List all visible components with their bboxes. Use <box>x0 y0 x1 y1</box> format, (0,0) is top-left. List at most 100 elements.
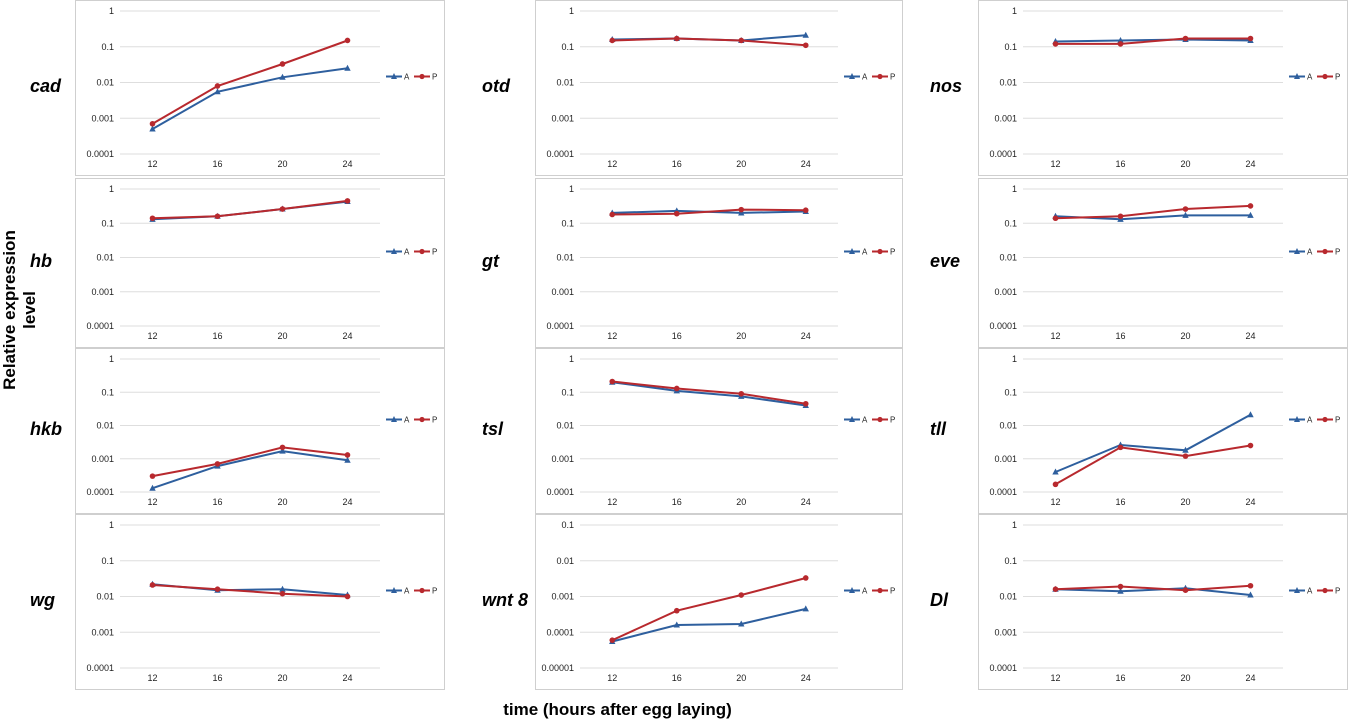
y-tick-label: 0.0001 <box>989 487 1017 497</box>
x-tick-label: 12 <box>607 331 617 341</box>
legend-label-P: P <box>432 248 437 257</box>
x-tick-label: 16 <box>1115 159 1125 169</box>
y-tick-label: 0.001 <box>551 113 574 123</box>
gene-label-Dl: Dl <box>930 590 948 610</box>
legend-marker-A <box>1294 416 1300 422</box>
series-line-P <box>152 584 348 598</box>
data-point-P <box>673 607 680 614</box>
x-tick-label: 12 <box>147 331 157 341</box>
panel-frame <box>75 348 445 514</box>
chart-panel-hb: 1 0.1 0.01 0.001 0.0001 12 16 20 24 A P <box>75 178 445 348</box>
y-tick-label: 0.0001 <box>86 149 114 159</box>
gene-label-wnt-8: wnt 8 <box>482 590 529 610</box>
panel-frame <box>535 178 903 348</box>
y-tick-label: 0.01 <box>999 78 1017 88</box>
data-point-P <box>738 592 745 598</box>
legend-label-A: A <box>862 73 868 82</box>
x-tick-label: 20 <box>1180 159 1190 169</box>
x-tick-label: 24 <box>342 331 352 341</box>
panel-frame <box>978 178 1348 348</box>
y-tick-label: 0.0001 <box>546 487 574 497</box>
data-point-P <box>1052 215 1059 222</box>
y-tick-label: 0.01 <box>96 253 114 263</box>
y-tick-label: 0.001 <box>551 287 574 297</box>
chart-panel-Dl: 1 0.1 0.01 0.001 0.0001 12 16 20 24 A P <box>978 514 1348 690</box>
y-tick-label: 0.01 <box>556 253 574 263</box>
y-tick-label: 0.1 <box>561 520 574 530</box>
data-point-P <box>802 575 809 581</box>
legend-marker-P <box>877 587 883 594</box>
y-tick-label: 0.001 <box>91 454 114 464</box>
data-point-P <box>1117 444 1124 451</box>
data-point-P <box>214 461 221 467</box>
y-tick-label: 0.1 <box>101 42 114 52</box>
legend-label-A: A <box>862 587 868 596</box>
legend-label-A: A <box>1307 73 1313 82</box>
data-point-A <box>1182 211 1189 218</box>
x-tick-label: 20 <box>277 673 287 683</box>
legend-marker-A <box>391 416 397 422</box>
series-line-P <box>1055 584 1251 592</box>
y-tick-label: 0.0001 <box>86 321 114 331</box>
data-point-A <box>1117 36 1124 43</box>
gene-label-otd: otd <box>482 76 510 96</box>
data-point-P <box>1117 213 1124 220</box>
data-point-P <box>149 473 156 479</box>
legend-marker-A <box>391 73 397 79</box>
data-point-P <box>279 61 286 67</box>
data-point-P <box>738 37 745 44</box>
data-point-P <box>609 37 616 44</box>
y-tick-label: 1 <box>1012 520 1017 530</box>
gene-label-hb: hb <box>30 251 52 271</box>
y-tick-label: 0.1 <box>561 42 574 52</box>
y-tick-label: 1 <box>569 354 574 364</box>
series-line-P <box>152 446 348 478</box>
x-tick-label: 24 <box>1245 159 1255 169</box>
y-tick-label: 0.01 <box>556 421 574 431</box>
y-tick-label: 0.01 <box>556 78 574 88</box>
data-point-A <box>149 484 156 491</box>
x-tick-label: 16 <box>672 497 682 507</box>
data-point-P <box>738 206 745 213</box>
data-point-A <box>149 125 156 132</box>
data-point-A <box>802 31 809 38</box>
x-tick-label: 24 <box>801 159 811 169</box>
data-point-P <box>802 42 809 49</box>
data-point-P <box>1247 35 1254 42</box>
data-point-A <box>344 456 351 463</box>
legend-marker-P <box>1322 587 1328 594</box>
legend-label-P: P <box>1335 587 1340 596</box>
y-tick-label: 0.0001 <box>86 663 114 673</box>
y-tick-label: 0.001 <box>551 592 574 602</box>
legend-label-P: P <box>1335 248 1340 257</box>
legend-marker-A <box>1294 587 1300 593</box>
y-tick-label: 0.1 <box>101 218 114 228</box>
gene-label-eve: eve <box>930 251 961 271</box>
x-tick-label: 16 <box>212 159 222 169</box>
series-line-A <box>612 607 807 643</box>
x-tick-label: 12 <box>607 673 617 683</box>
y-tick-label: 0.01 <box>999 421 1017 431</box>
data-point-A <box>214 88 221 95</box>
y-tick-label: 1 <box>109 184 114 194</box>
y-tick-label: 0.001 <box>994 113 1017 123</box>
x-tick-label: 16 <box>1115 673 1125 683</box>
y-tick-label: 0.1 <box>561 218 574 228</box>
x-tick-label: 24 <box>801 497 811 507</box>
legend-marker-A <box>391 248 397 254</box>
y-tick-label: 0.1 <box>1004 556 1017 566</box>
panel-frame <box>75 514 445 690</box>
y-tick-label: 1 <box>1012 354 1017 364</box>
legend-label-A: A <box>862 416 868 425</box>
y-tick-label: 0.0001 <box>989 149 1017 159</box>
chart-panel-tll: 1 0.1 0.01 0.001 0.0001 12 16 20 24 A P <box>978 348 1348 514</box>
data-point-P <box>673 385 680 392</box>
data-point-P <box>344 37 351 44</box>
data-point-A <box>279 585 286 592</box>
data-point-P <box>214 83 221 89</box>
data-point-P <box>214 213 221 220</box>
y-tick-label: 0.01 <box>96 421 114 431</box>
y-tick-label: 0.01 <box>556 556 574 566</box>
x-tick-label: 20 <box>1180 497 1190 507</box>
